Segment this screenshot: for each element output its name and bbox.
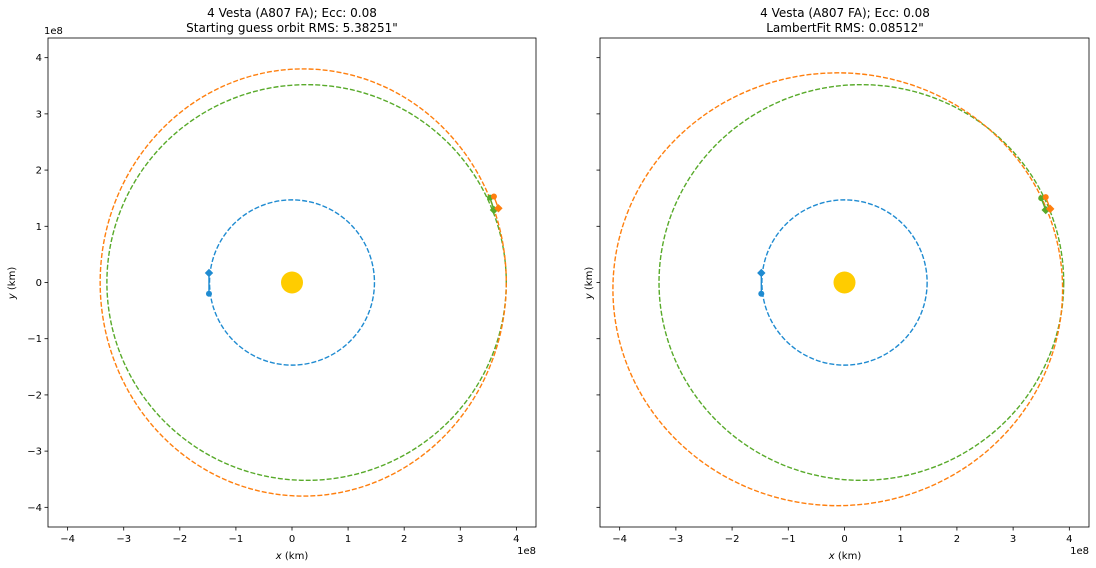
y-tick-label: −4	[27, 503, 42, 514]
x-tick-label: −3	[116, 534, 131, 545]
x-tick-label: −4	[60, 534, 75, 545]
x-axis-label-var: x	[828, 551, 835, 562]
x-tick-label: 2	[954, 534, 960, 545]
x-tick-label: 0	[289, 534, 295, 545]
y-offset-label: 1e8	[44, 26, 63, 37]
chart-title-line1: 4 Vesta (A807 FA); Ecc: 0.08	[207, 6, 377, 20]
y-axis-label: y (km)	[584, 267, 595, 301]
y-tick-label: −1	[27, 334, 42, 345]
x-tick-label: −2	[725, 534, 740, 545]
y-axis-label-unit: (km)	[584, 267, 595, 294]
x-tick-label: 1	[345, 534, 351, 545]
x-tick-label: −3	[669, 534, 684, 545]
diamond-marker	[1041, 205, 1050, 215]
x-tick-label: −1	[781, 534, 796, 545]
x-tick-label: 3	[1010, 534, 1016, 545]
circle-marker	[1038, 195, 1045, 202]
x-axis-label-var: x	[275, 551, 282, 562]
x-tick-label: 4	[1066, 534, 1072, 545]
sun-marker	[281, 271, 303, 294]
y-tick-label: −2	[27, 390, 42, 401]
chart-title-line1: 4 Vesta (A807 FA); Ecc: 0.08	[760, 6, 930, 20]
x-axis-label: x (km)	[275, 551, 309, 562]
subplot-left: 4 Vesta (A807 FA); Ecc: 0.08 Starting gu…	[7, 6, 537, 562]
y-tick-label: −3	[27, 447, 42, 458]
x-tick-label: 2	[401, 534, 407, 545]
x-offset-label: 1e8	[517, 546, 536, 557]
y-tick-label: 1	[36, 222, 42, 233]
diamond-marker	[204, 268, 214, 278]
circle-marker	[1042, 194, 1049, 201]
chart-title-line2: LambertFit RMS: 0.08512"	[766, 21, 924, 35]
x-axis-label: x (km)	[828, 551, 862, 562]
plot-area: −4 −3 −2 −1 0 1 2 3 4	[596, 37, 1090, 545]
diamond-marker	[494, 204, 503, 213]
chart-title-line2: Starting guess orbit RMS: 5.38251"	[186, 21, 398, 35]
x-axis-label-unit: (km)	[835, 551, 862, 562]
y-axis-label-unit: (km)	[7, 267, 18, 294]
x-tick-label: 0	[841, 534, 847, 545]
circle-marker	[490, 193, 497, 200]
plot-area: −4 −3 −2 −1 0 1 2 3 4 −4 −3 −2 −1 0 1 2 3 4	[27, 37, 537, 545]
subplot-right: 4 Vesta (A807 FA); Ecc: 0.08 LambertFit …	[584, 6, 1090, 562]
x-tick-label: 3	[457, 534, 463, 545]
sun-marker	[833, 271, 856, 294]
y-tick-label: 2	[36, 166, 42, 177]
diamond-marker	[757, 268, 766, 278]
orbit-path	[612, 72, 1064, 507]
orbit-path	[658, 83, 1065, 482]
x-tick-label: −1	[229, 534, 244, 545]
orbit-path	[99, 68, 507, 497]
x-tick-label: −2	[172, 534, 187, 545]
y-tick-label: 4	[36, 53, 42, 64]
y-tick-label: 3	[36, 109, 42, 120]
x-tick-label: 1	[898, 534, 904, 545]
x-tick-label: 4	[513, 534, 519, 545]
y-axis-label: y (km)	[7, 267, 18, 301]
circle-marker	[205, 290, 212, 297]
y-axis-label-var: y	[584, 292, 595, 300]
x-offset-label: 1e8	[1070, 546, 1089, 557]
circle-marker	[758, 290, 765, 297]
diamond-marker	[489, 205, 499, 215]
orbit-path	[208, 199, 376, 366]
x-axis-label-unit: (km)	[282, 551, 309, 562]
y-axis-label-var: y	[7, 292, 18, 300]
y-tick-label: 0	[36, 278, 42, 289]
diamond-marker	[1046, 204, 1055, 214]
x-tick-label: −4	[612, 534, 627, 545]
